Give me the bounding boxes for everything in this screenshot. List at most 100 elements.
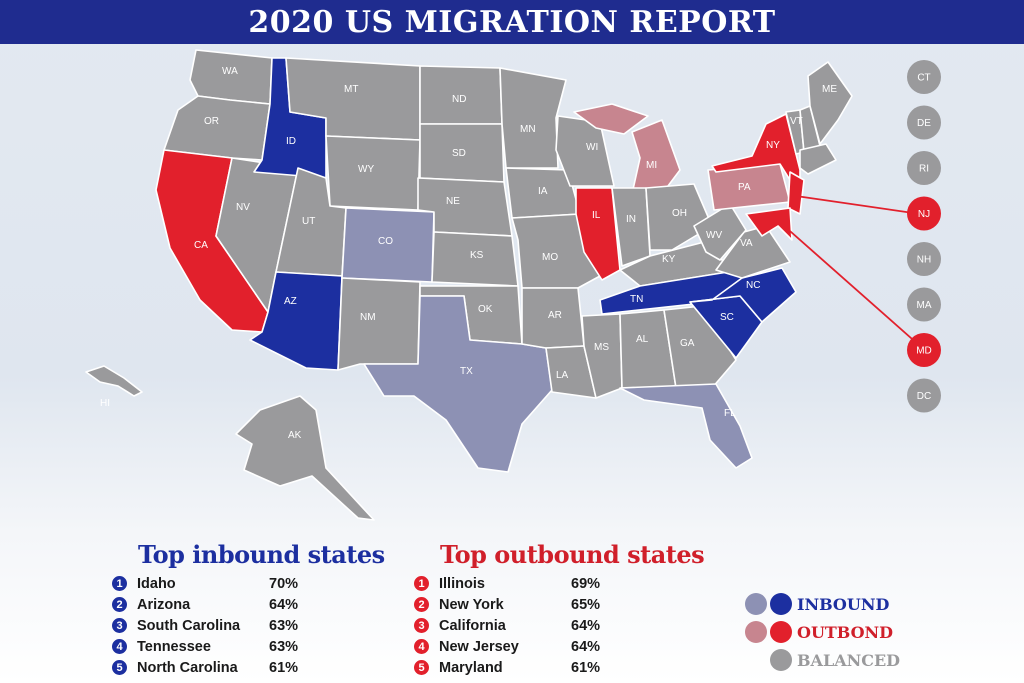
state-md xyxy=(745,207,793,241)
list-item: 2 New York 65% xyxy=(414,594,704,615)
rank-badge: 5 xyxy=(414,660,429,675)
label-wy: WY xyxy=(358,164,374,175)
state-hi xyxy=(85,365,143,397)
state-name: Idaho xyxy=(137,575,176,592)
side-state-circle-dc xyxy=(907,378,941,413)
state-percentage: 65% xyxy=(571,596,601,613)
list-item: 2 Arizona 64% xyxy=(112,594,385,615)
list-item: 5 Maryland 61% xyxy=(414,657,704,678)
state-name: New Jersey xyxy=(439,638,519,655)
state-ms xyxy=(581,313,623,399)
side-state-label-ct: CT xyxy=(917,73,930,84)
list-item: 4 New Jersey 64% xyxy=(414,636,704,657)
state-mi-upper xyxy=(573,103,649,135)
state-percentage: 61% xyxy=(269,659,299,676)
state-name: Maryland xyxy=(439,659,503,676)
state-name: Tennessee xyxy=(137,638,211,655)
list-item: 4 Tennessee 63% xyxy=(112,636,385,657)
label-ok: OK xyxy=(478,304,493,315)
label-oh: OH xyxy=(672,208,687,219)
label-vt: VT xyxy=(790,116,803,127)
label-sc: SC xyxy=(720,312,734,323)
label-mt: MT xyxy=(344,84,358,95)
page-title: 2020 US MIGRATION REPORT xyxy=(248,4,776,40)
label-ca: CA xyxy=(194,240,208,251)
rank-badge: 3 xyxy=(414,618,429,633)
state-percentage: 61% xyxy=(571,659,601,676)
state-mn xyxy=(499,67,567,169)
map-state-labels: WA OR CA NV ID MT WY UT AZ CO NM ND SD N… xyxy=(100,66,837,441)
label-wv: WV xyxy=(706,230,722,241)
label-ms: MS xyxy=(594,342,609,353)
inbound-light-dot xyxy=(745,593,767,615)
label-ut: UT xyxy=(302,216,315,227)
label-ks: KS xyxy=(470,250,484,261)
inbound-rows: 1 Idaho 70% 2 Arizona 64% 3 South Carolina 63% 4 T… xyxy=(112,573,385,678)
outbound-rows: 1 Illinois 69% 2 New York 65% 3 California 64% 4 N… xyxy=(414,573,704,678)
side-state-circles: CT DE RI NJ NH MA MD DC xyxy=(907,60,941,413)
list-item: 1 Illinois 69% xyxy=(414,573,704,594)
label-hi: HI xyxy=(100,398,110,409)
label-tx: TX xyxy=(460,366,473,377)
side-state-circle-ct xyxy=(907,60,941,94)
legend-inbound: INBOUND xyxy=(745,590,900,618)
label-ny: NY xyxy=(766,140,780,151)
label-ak: AK xyxy=(288,430,302,441)
rank-badge: 1 xyxy=(414,576,429,591)
inbound-heading: Top inbound states xyxy=(138,540,385,569)
side-state-label-ma: MA xyxy=(917,300,932,311)
label-id: ID xyxy=(286,136,296,147)
state-name: Arizona xyxy=(137,596,191,613)
title-banner: 2020 US MIGRATION REPORT xyxy=(0,0,1024,44)
list-item: 1 Idaho 70% xyxy=(112,573,385,594)
state-fl xyxy=(619,383,753,469)
rank-badge: 4 xyxy=(112,639,127,654)
label-tn: TN xyxy=(630,294,643,305)
inbound-list: Top inbound states 1 Idaho 70% 2 Arizona 64% 3… xyxy=(112,540,385,678)
rank-badge: 3 xyxy=(112,618,127,633)
state-new-england-south xyxy=(799,143,837,175)
state-percentage: 63% xyxy=(269,638,299,655)
state-percentage: 70% xyxy=(269,575,299,592)
state-tx xyxy=(363,295,553,473)
label-il: IL xyxy=(592,210,601,221)
label-ar: AR xyxy=(548,310,562,321)
state-percentage: 69% xyxy=(571,575,601,592)
state-name: California xyxy=(439,617,506,634)
rank-badge: 2 xyxy=(414,597,429,612)
label-wi: WI xyxy=(586,142,598,153)
state-name: North Carolina xyxy=(137,659,238,676)
label-mi: MI xyxy=(646,160,657,171)
label-in: IN xyxy=(626,214,636,225)
rank-badge: 4 xyxy=(414,639,429,654)
side-state-circle-nj xyxy=(907,196,941,231)
state-name: New York xyxy=(439,596,504,613)
outbound-heading: Top outbound states xyxy=(440,540,705,569)
label-mo: MO xyxy=(542,252,558,263)
outbound-strong-dot xyxy=(770,621,792,643)
state-name: Illinois xyxy=(439,575,485,592)
legend-balanced-label: BALANCED xyxy=(797,650,901,670)
md-connector-line xyxy=(781,223,921,347)
us-map: WA OR CA NV ID MT WY UT AZ CO NM ND SD N… xyxy=(85,49,941,521)
side-state-circle-ri xyxy=(907,151,941,185)
label-va: VA xyxy=(740,238,753,249)
side-state-label-nh: NH xyxy=(917,255,931,266)
rank-badge: 1 xyxy=(112,576,127,591)
label-az: AZ xyxy=(284,296,297,307)
state-ak xyxy=(235,395,375,521)
side-state-label-dc: DC xyxy=(917,391,931,402)
nj-connector-line xyxy=(795,195,921,215)
legend-inbound-label: INBOUND xyxy=(797,594,890,614)
label-nc: NC xyxy=(746,280,760,291)
map-legend: INBOUND OUTBOND BALANCED xyxy=(745,590,900,674)
state-oh xyxy=(645,183,713,251)
label-wa: WA xyxy=(222,66,238,77)
side-state-label-nj: NJ xyxy=(918,209,930,220)
balanced-dot xyxy=(770,649,792,671)
state-nm xyxy=(337,277,421,371)
label-pa: PA xyxy=(738,182,751,193)
legend-outbound: OUTBOND xyxy=(745,618,900,646)
legend-outbound-label: OUTBOND xyxy=(797,622,894,642)
side-state-label-de: DE xyxy=(917,118,931,129)
